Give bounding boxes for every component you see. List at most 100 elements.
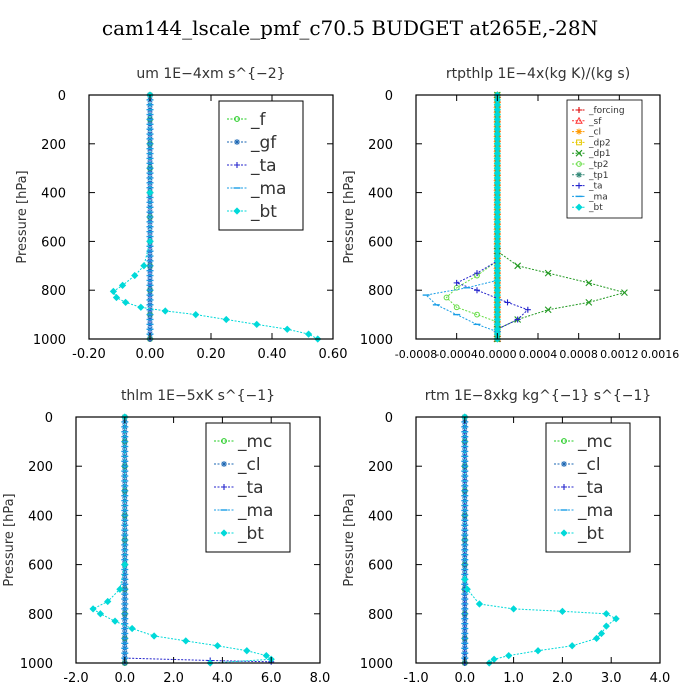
data-point: [146, 188, 154, 197]
data-point: [140, 262, 148, 270]
data-point: [558, 607, 567, 615]
data-point: [262, 651, 270, 660]
y-axis-label: Pressure [hPa]: [342, 493, 357, 586]
legend-marker: [576, 171, 582, 178]
y-tick-label: 200: [28, 460, 53, 475]
x-tick-label: -2.0: [63, 671, 88, 686]
y-tick-label: 1000: [20, 657, 53, 672]
data-point: [118, 281, 127, 289]
x-tick-label: 0.00: [136, 347, 165, 362]
legend-marker: [221, 461, 227, 467]
legend-marker: [561, 438, 567, 444]
y-axis-label: Pressure [hPa]: [15, 170, 30, 263]
panel-title: thlm 1E−5xK s^{−1}: [121, 388, 275, 404]
data-point: [475, 600, 484, 608]
series-line: [455, 95, 529, 339]
legend-label: _ta: [588, 182, 603, 192]
data-point: [585, 279, 593, 287]
series-ta: [453, 92, 531, 342]
legend-marker: [575, 203, 583, 211]
data-point: [243, 647, 251, 655]
data-point: [592, 634, 601, 643]
legend-box: [205, 422, 291, 553]
y-tick-label: 600: [28, 559, 53, 574]
y-tick-label: 400: [41, 187, 66, 202]
chart-panel-2: -0.0008-0.0004 0.0000 0.0004 0.0008 0.0012 0.…: [342, 66, 679, 361]
legend-marker: [576, 182, 582, 189]
y-tick-label: 0: [385, 89, 393, 104]
legend: _mc _cl _ta _ma _bt: [205, 422, 291, 553]
y-axis-label: Pressure [hPa]: [342, 170, 357, 263]
data-point: [514, 262, 522, 270]
legend-label: _ta: [237, 478, 264, 498]
data-point: [514, 316, 521, 323]
x-tick-label: 8.0: [310, 671, 331, 686]
legend-marker: [234, 116, 240, 122]
data-point: [544, 269, 552, 277]
data-point: [283, 325, 291, 333]
data-point: [612, 615, 620, 623]
data-point: [602, 622, 610, 630]
series-line: [425, 95, 498, 339]
y-tick-label: 200: [368, 138, 393, 153]
x-tick-label: 0.40: [258, 347, 287, 362]
legend-label: _forcing: [588, 106, 625, 116]
legend-label: _bt: [237, 524, 264, 544]
y-axis-label: Pressure [hPa]: [2, 493, 17, 586]
data-point: [505, 651, 513, 660]
legend-label: _ta: [577, 478, 604, 498]
legend-marker: [561, 461, 567, 467]
data-point: [304, 330, 313, 338]
y-tick-label: 0: [58, 89, 66, 104]
data-point: [182, 637, 190, 645]
y-tick-label: 400: [368, 187, 393, 202]
y-tick-label: 1000: [360, 333, 393, 348]
legend-marker: [221, 438, 227, 444]
legend: _mc _cl _ta _ma _bt: [545, 422, 631, 553]
legend-label: _ma: [237, 501, 273, 521]
data-point: [146, 237, 154, 246]
data-point: [463, 585, 471, 593]
legend-label: _cl: [577, 455, 601, 475]
data-point: [474, 287, 480, 294]
data-point: [213, 642, 222, 650]
y-tick-label: 600: [41, 235, 66, 250]
data-point: [597, 629, 606, 638]
data-point: [104, 597, 112, 606]
x-tick-label: 2.0: [552, 671, 573, 686]
data-point: [150, 632, 158, 640]
x-tick-label: 0.0004: [519, 348, 558, 361]
legend-marker: [576, 139, 582, 146]
data-point: [161, 307, 169, 315]
chart-panel-1: -0.20 0.00 0.20 0.40 0.60 0 200 400 600 800 1000 Pr…: [15, 66, 347, 362]
y-tick-label: 800: [368, 284, 393, 299]
data-point: [544, 306, 552, 314]
data-point: [89, 605, 97, 613]
series-line: [445, 95, 498, 339]
data-point: [128, 624, 136, 633]
legend-label: _mc: [237, 432, 272, 452]
chart-panel-3: -2.0 0.0 2.0 4.0 6.0 8.0 0 200 400 600 800 1000 Pres…: [2, 388, 330, 686]
legend-label: _ma: [588, 192, 608, 202]
legend-box: [218, 100, 304, 231]
x-tick-label: 0.0: [114, 671, 135, 686]
data-point: [112, 293, 121, 302]
data-point: [137, 303, 145, 311]
legend-label: _cl: [237, 455, 261, 475]
x-tick-label: 0.20: [197, 347, 226, 362]
data-point: [504, 299, 511, 306]
x-tick-label: -1.0: [403, 671, 428, 686]
x-tick-label: 0.0016: [641, 348, 680, 361]
legend-label: _dp1: [588, 149, 611, 159]
x-tick-label: 3.0: [601, 671, 622, 686]
legend-label: _bt: [250, 202, 277, 222]
data-point: [131, 271, 139, 280]
legend-marker: [234, 162, 240, 168]
x-tick-label: 0.60: [319, 347, 348, 362]
data-point: [534, 647, 542, 655]
legend-marker: [576, 161, 582, 167]
y-tick-label: 1000: [33, 333, 66, 348]
plot-frame: [75, 416, 321, 664]
legend-label: _dp2: [588, 138, 611, 148]
